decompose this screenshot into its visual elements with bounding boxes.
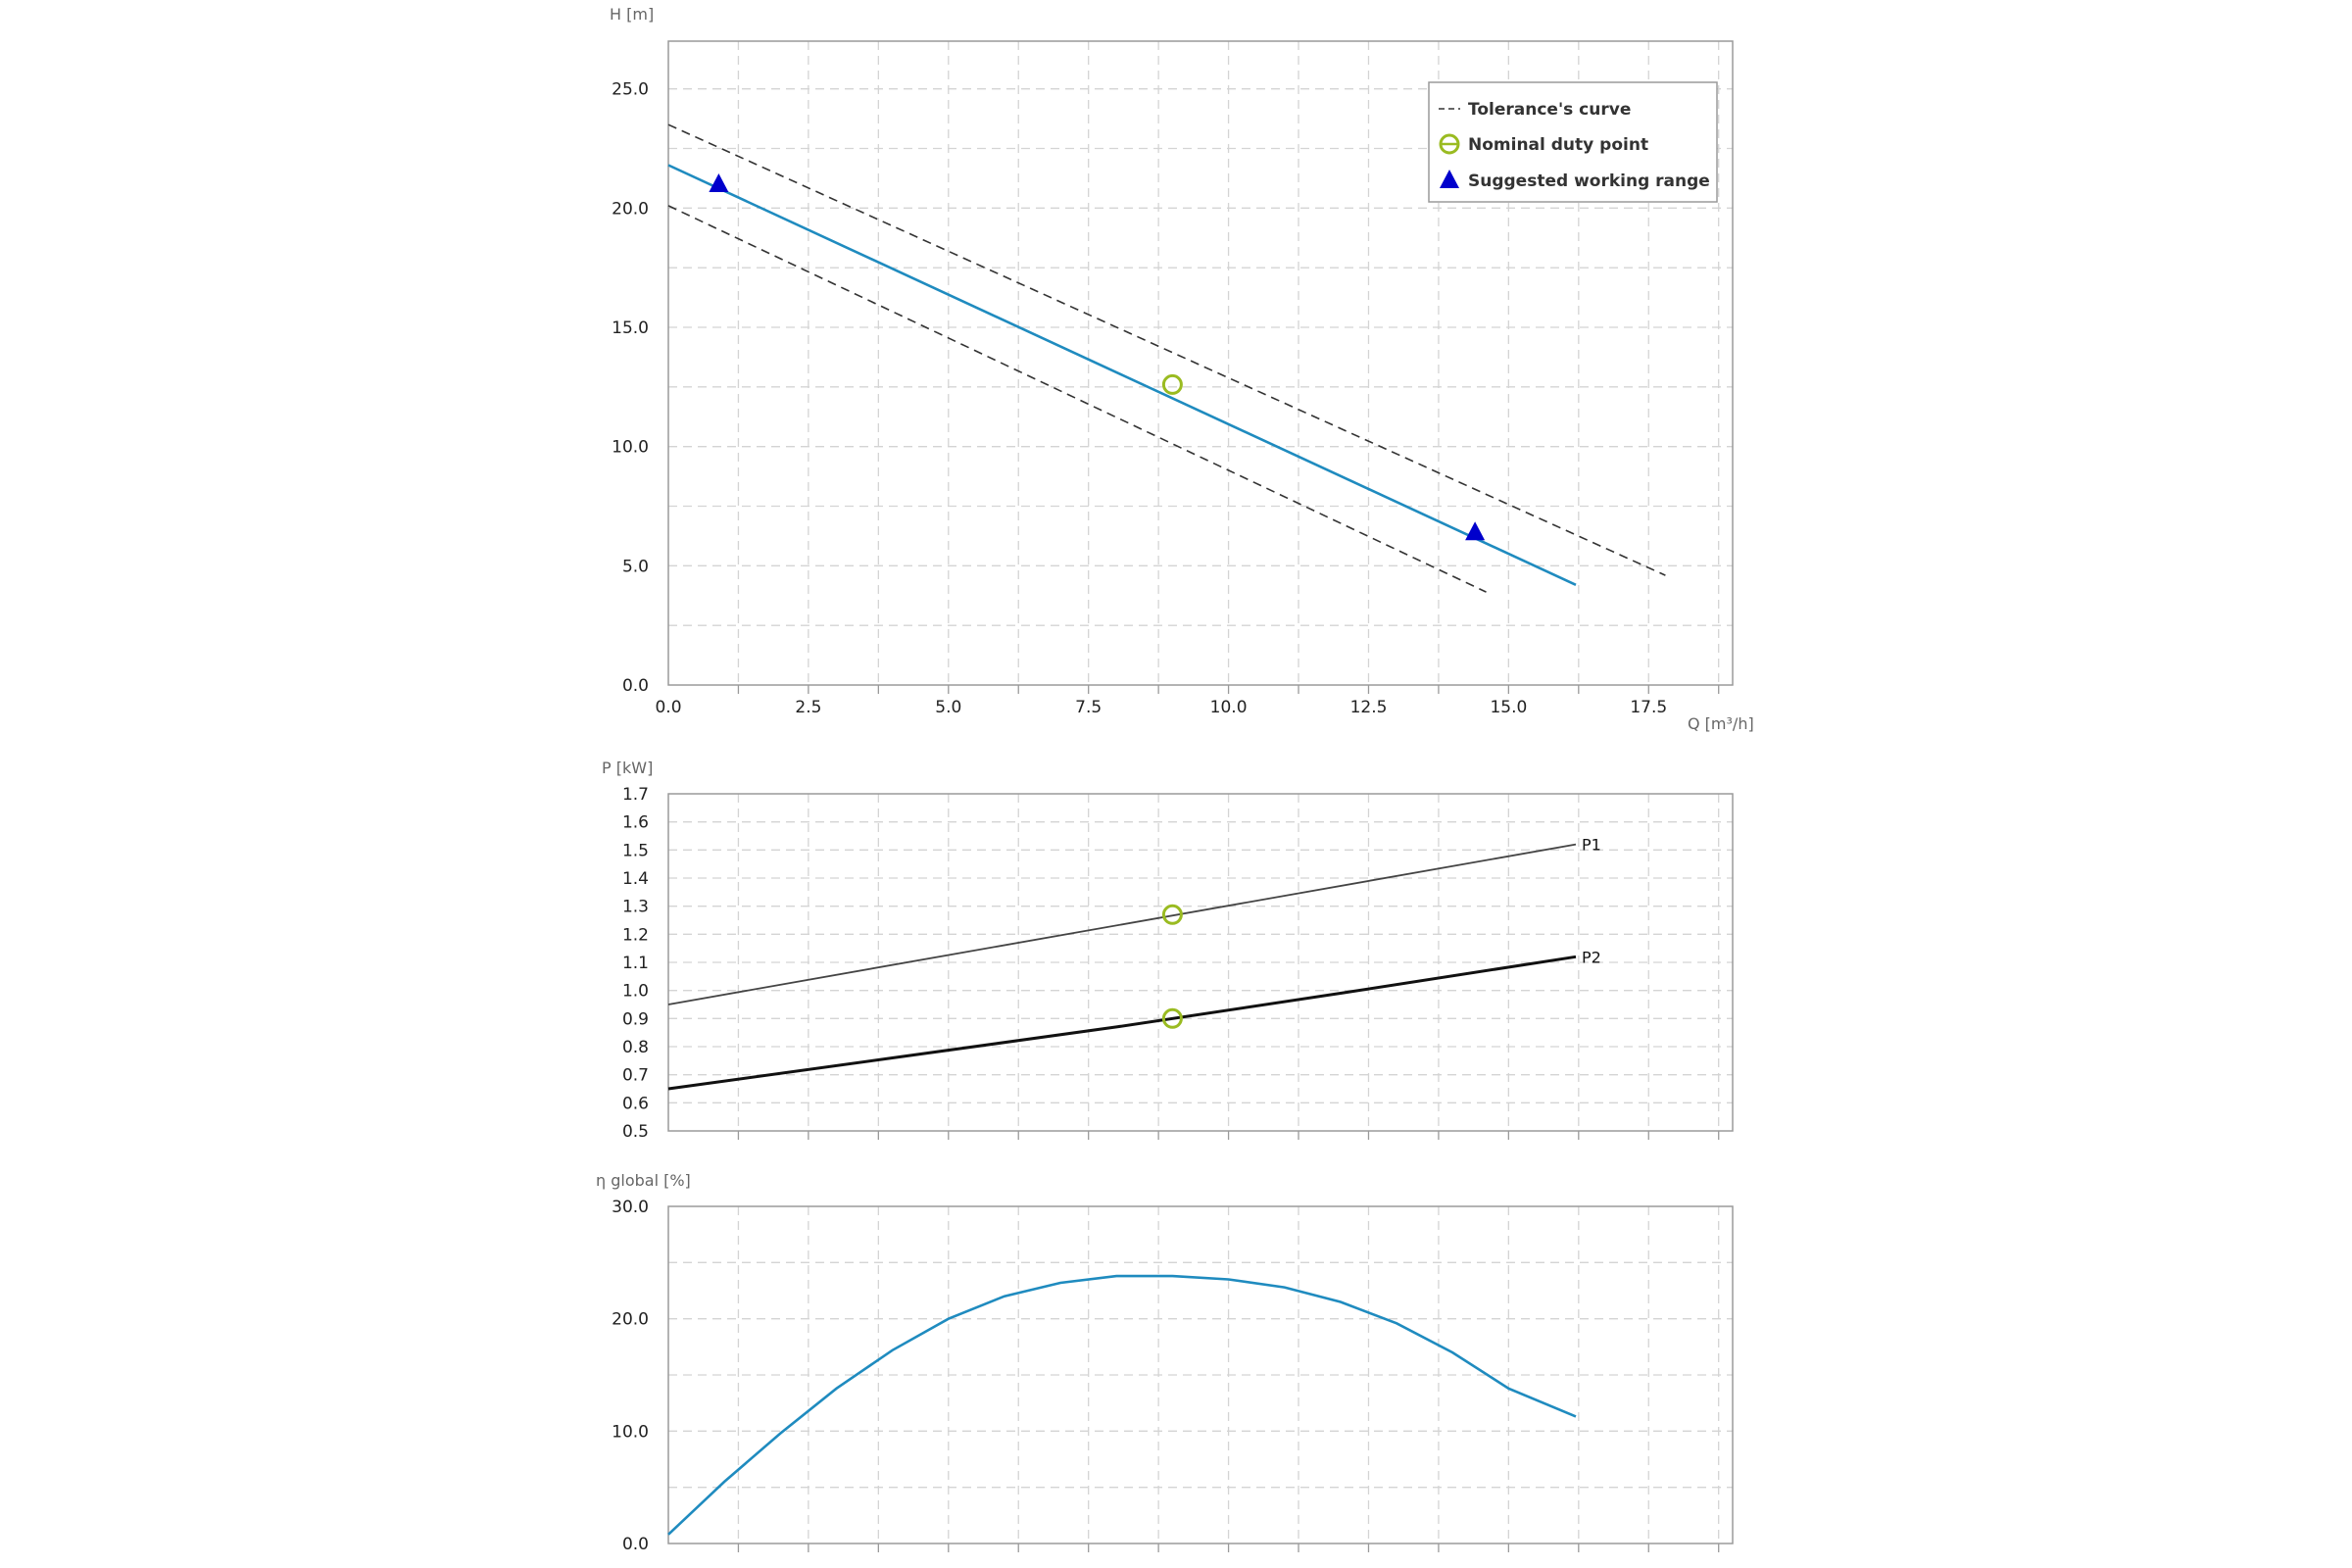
x-tick-label: 5.0 (935, 698, 961, 717)
x-tick-label: 7.5 (1075, 698, 1102, 717)
tolerance-upper-line (667, 123, 1666, 576)
efficiency-plot-frame (667, 1205, 1734, 1544)
y-tick-label: 1.3 (622, 898, 649, 917)
y-tick-label: 30.0 (612, 1198, 649, 1217)
y-tick-label: 20.0 (612, 199, 649, 219)
p1-line (667, 843, 1577, 1005)
efficiency-y-axis-label: η global [%] (596, 1171, 691, 1190)
power-plot-frame (667, 793, 1734, 1132)
y-tick-label: 20.0 (612, 1310, 649, 1330)
y-tick-label: 0.5 (622, 1122, 649, 1142)
head-x-ticks: 0.0 2.5 5.0 7.5 10.0 12.5 15.0 17.5 (655, 698, 1667, 717)
tolerance-lower-line (667, 205, 1487, 593)
working-range-end-marker (1465, 521, 1486, 541)
y-tick-label: 0.0 (622, 1535, 649, 1554)
x-tick-label: 0.0 (655, 698, 681, 717)
efficiency-grid (668, 1206, 1733, 1552)
power-chart: P [kW] 0.5 0.6 0.7 0.8 0.9 1.0 1.1 1.2 1.3 1.4 1.5… (602, 759, 1734, 1142)
x-tick-label: 12.5 (1350, 698, 1388, 717)
efficiency-chart: η global [%] 0.0 10.0 20.0 30.0 (596, 1171, 1734, 1554)
p2-line (667, 955, 1577, 1091)
legend-entry-working-range: Suggested working range (1468, 172, 1710, 191)
head-y-ticks: 0.0 5.0 10.0 15.0 20.0 25.0 (612, 80, 649, 696)
x-tick-label: 10.0 (1210, 698, 1248, 717)
y-tick-label: 0.7 (622, 1066, 649, 1086)
legend-box (1428, 81, 1718, 203)
legend-entry-nominal-duty-point: Nominal duty point (1468, 135, 1648, 155)
head-plot-frame (667, 40, 1734, 686)
p2-label: P2 (1582, 948, 1601, 966)
y-tick-label: 0.0 (622, 676, 649, 696)
y-tick-label: 1.7 (622, 785, 649, 805)
working-range-start-marker (709, 173, 729, 192)
y-tick-label: 0.6 (622, 1094, 649, 1113)
power-y-axis-label: P [kW] (602, 759, 653, 777)
y-tick-label: 1.0 (622, 982, 649, 1002)
y-tick-label: 10.0 (612, 438, 649, 458)
efficiency-curve-line (667, 1274, 1577, 1536)
y-tick-label: 0.8 (622, 1038, 649, 1057)
y-tick-label: 25.0 (612, 80, 649, 100)
x-tick-label: 17.5 (1630, 698, 1667, 717)
x-tick-label: 15.0 (1490, 698, 1527, 717)
p2-duty-point-marker (1161, 1007, 1183, 1029)
legend-circle-icon (1439, 133, 1460, 155)
head-y-axis-label: H [m] (610, 5, 654, 24)
y-tick-label: 0.9 (622, 1009, 649, 1029)
power-y-ticks: 0.5 0.6 0.7 0.8 0.9 1.0 1.1 1.2 1.3 1.4 1.5 1.6 1.7 (622, 785, 649, 1142)
head-chart: H [m] Q [m³/h] 0.0 5.0 10.0 15.0 20.0 25.0 0.… (610, 5, 1754, 733)
head-legend: Tolerance's curve Nominal duty point Sug… (1428, 81, 1718, 203)
power-grid (668, 794, 1733, 1140)
nominal-duty-point-marker (1161, 373, 1183, 395)
y-tick-label: 1.6 (622, 813, 649, 833)
head-x-axis-label: Q [m³/h] (1688, 714, 1754, 733)
legend-triangle-icon (1440, 170, 1459, 188)
y-tick-label: 1.5 (622, 841, 649, 860)
y-tick-label: 10.0 (612, 1422, 649, 1442)
x-tick-label: 2.5 (795, 698, 821, 717)
y-tick-label: 1.2 (622, 925, 649, 945)
efficiency-y-ticks: 0.0 10.0 20.0 30.0 (612, 1198, 649, 1554)
y-tick-label: 5.0 (622, 557, 649, 576)
p1-label: P1 (1582, 836, 1601, 855)
y-tick-label: 1.4 (622, 869, 649, 889)
p1-duty-point-marker (1161, 904, 1183, 925)
y-tick-label: 1.1 (622, 954, 649, 973)
head-curve-line (667, 164, 1577, 586)
y-tick-label: 15.0 (612, 318, 649, 338)
legend-entry-tolerance: Tolerance's curve (1468, 100, 1631, 120)
